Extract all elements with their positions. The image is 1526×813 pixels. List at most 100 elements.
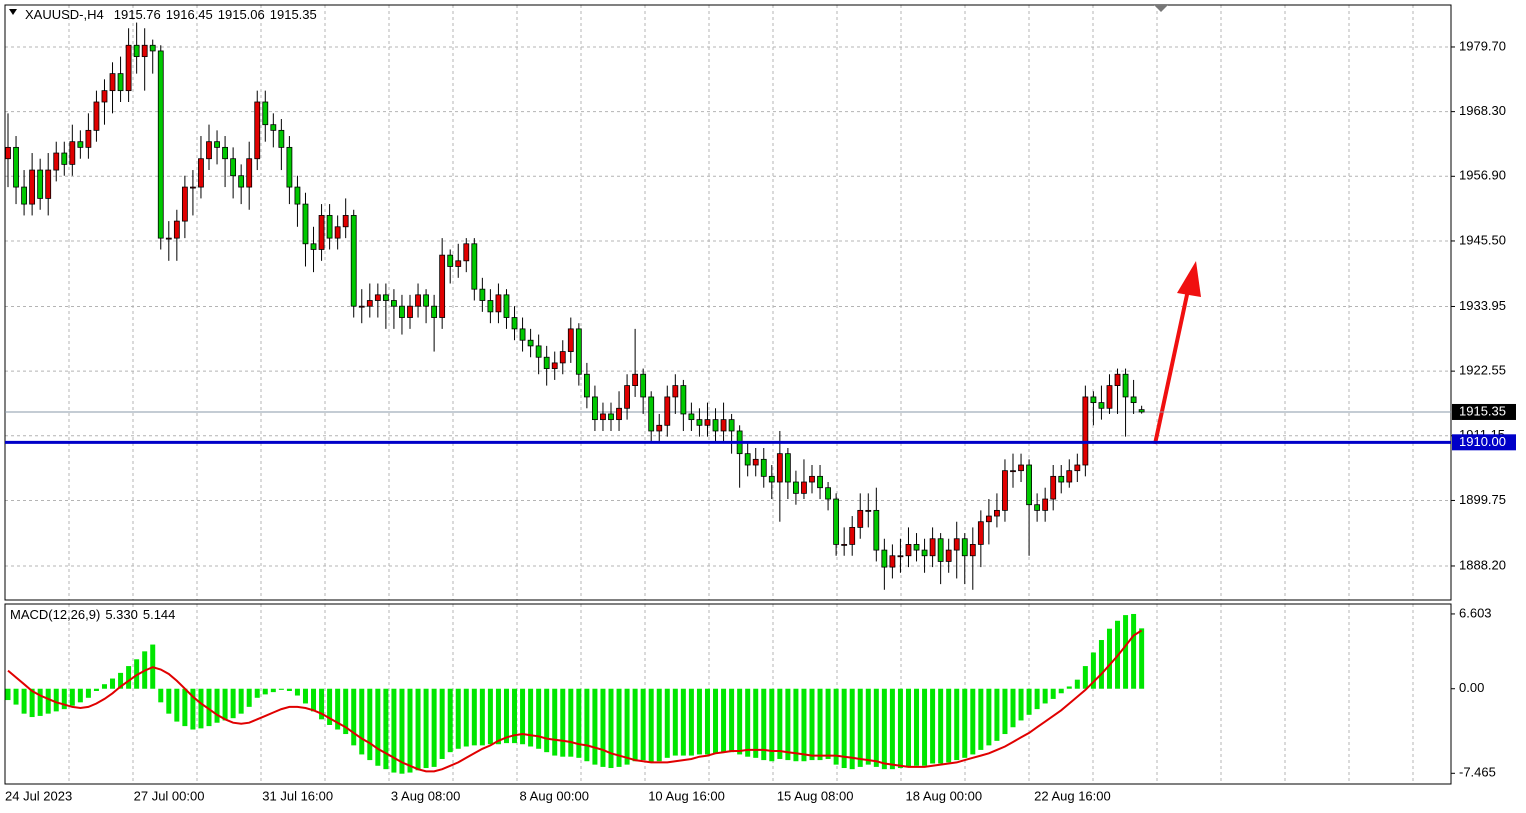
candle-body [536, 346, 541, 357]
x-tick-label: 3 Aug 08:00 [391, 788, 460, 803]
candle-body [826, 488, 831, 499]
candle-body [560, 352, 565, 363]
candle-body [962, 539, 967, 556]
macd-histogram-bar [198, 689, 203, 729]
candle-body [1002, 471, 1007, 511]
macd-histogram-bar [303, 689, 308, 704]
macd-histogram-bar [231, 689, 236, 718]
macd-histogram-bar [914, 689, 919, 766]
candle-body [472, 244, 477, 289]
candle-body [142, 45, 147, 56]
macd-histogram-bar [866, 689, 871, 765]
macd-histogram-bar [182, 689, 187, 726]
macd-histogram-bar [906, 689, 911, 767]
candle-body [689, 414, 694, 420]
candle-body [488, 301, 493, 312]
macd-signal-value: 5.144 [143, 607, 176, 622]
macd-histogram-bar [86, 689, 91, 698]
candle-body [978, 522, 983, 545]
macd-histogram-bar [432, 689, 437, 767]
macd-histogram-bar [6, 689, 11, 700]
candle-body [126, 45, 131, 90]
candle-body [793, 482, 798, 493]
candle-body [22, 187, 27, 204]
macd-histogram-bar [681, 689, 686, 756]
macd-histogram-bar [834, 689, 839, 765]
macd-histogram-bar [962, 689, 967, 758]
macd-histogram-bar [46, 689, 51, 714]
candle-body [584, 374, 589, 397]
macd-histogram-bar [568, 689, 573, 757]
macd-histogram-bar [946, 689, 951, 763]
macd-histogram-bar [818, 689, 823, 760]
macd-histogram-bar [70, 689, 75, 706]
candle-body [14, 147, 19, 187]
macd-histogram-bar [697, 689, 702, 755]
macd-histogram-bar [359, 689, 364, 755]
macd-histogram-bar [38, 689, 43, 716]
x-tick-label: 10 Aug 16:00 [648, 788, 725, 803]
x-tick-label: 24 Jul 2023 [5, 788, 72, 803]
candle-body [1131, 397, 1136, 403]
macd-histogram-bar [970, 689, 975, 755]
candle-body [215, 142, 220, 148]
candle-body [424, 295, 429, 306]
macd-header: MACD(12,26,9)5.3305.144 [10, 607, 175, 622]
macd-histogram-bar [625, 689, 630, 765]
candle-body [641, 374, 646, 397]
macd-histogram-bar [1107, 629, 1112, 689]
macd-histogram-bar [1139, 628, 1144, 688]
candle-body [102, 91, 107, 102]
candle-body [785, 454, 790, 482]
x-tick-label: 15 Aug 08:00 [777, 788, 854, 803]
candle-body [359, 306, 364, 307]
macd-histogram-bar [649, 689, 654, 763]
macd-histogram-bar [383, 689, 388, 769]
candle-body [745, 454, 750, 465]
candle-body [118, 74, 123, 91]
candle-body [383, 295, 388, 301]
candle-body [1107, 386, 1112, 409]
candle-body [207, 142, 212, 159]
candle-body [496, 295, 501, 312]
candle-body [134, 45, 139, 56]
macd-histogram-bar [78, 689, 83, 703]
macd-histogram-bar [271, 689, 276, 692]
candle-body [1043, 499, 1048, 510]
macd-histogram-bar [978, 689, 983, 750]
macd-histogram-bar [592, 689, 597, 765]
macd-histogram-bar [673, 689, 678, 756]
candle-body [609, 414, 614, 420]
candle-body [1051, 476, 1056, 499]
candle-body [504, 295, 509, 318]
macd-histogram-bar [994, 689, 999, 741]
candle-body [721, 420, 726, 431]
candle-body [287, 147, 292, 187]
macd-title: MACD(12,26,9) [10, 607, 100, 622]
candle-body [970, 544, 975, 555]
macd-histogram-bar [279, 689, 284, 690]
candle-body [1091, 397, 1096, 403]
candle-body [906, 544, 911, 555]
candle-body [319, 215, 324, 249]
chart-title: XAUUSD-,H4 [25, 7, 104, 22]
candle-body [994, 510, 999, 516]
macd-histogram-bar [496, 689, 501, 745]
macd-histogram-bar [986, 689, 991, 746]
candle-body [480, 289, 485, 300]
candle-body [375, 295, 380, 301]
last-open: 1915.76 [114, 7, 161, 22]
candle-body [898, 556, 903, 557]
candle-body [1067, 471, 1072, 482]
candle-body [1115, 374, 1120, 385]
macd-histogram-bar [1059, 689, 1064, 694]
candle-body [464, 244, 469, 261]
macd-histogram-bar [609, 689, 614, 768]
macd-histogram-bar [391, 689, 396, 773]
macd-histogram-bar [223, 689, 228, 721]
candle-body [729, 420, 734, 431]
macd-histogram-bar [158, 689, 163, 703]
candle-body [271, 125, 276, 131]
candle-body [697, 420, 702, 426]
macd-histogram-bar [295, 689, 300, 696]
